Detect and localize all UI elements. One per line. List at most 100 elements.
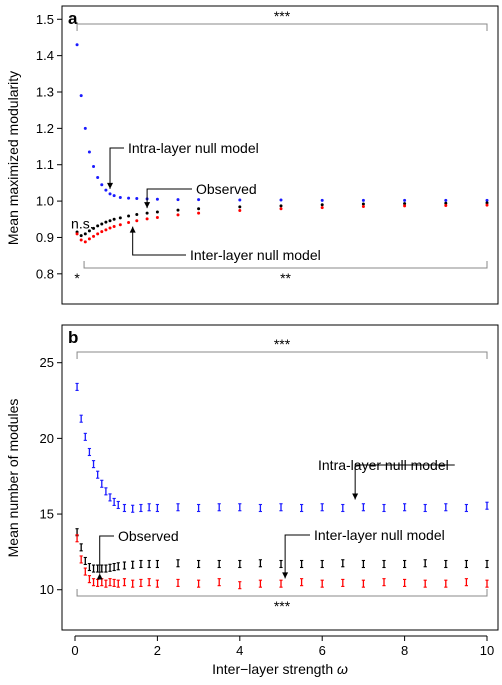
observed-point (176, 559, 180, 568)
top-bracket (76, 351, 488, 359)
intra-point (300, 503, 304, 513)
y-tick-label: 15 (40, 507, 54, 522)
observed-annotation: Observed (96, 528, 179, 580)
inter-point (361, 579, 365, 588)
intra-point (116, 500, 120, 510)
inter-point (464, 578, 468, 587)
inter-point (100, 230, 104, 234)
panel-a-frame (61, 5, 499, 305)
intra-point (382, 503, 386, 513)
inter-point (382, 578, 386, 587)
panel-b-observed-series (75, 528, 489, 573)
inter-point (75, 232, 79, 236)
intra-point (279, 503, 283, 512)
observed-point (361, 559, 365, 569)
observed-point (444, 201, 448, 205)
inter-point (104, 579, 108, 588)
bottom-significance-label: ** (280, 270, 291, 286)
panel-a-significance-brackets: ******n.s. (71, 8, 488, 286)
observed-point (444, 559, 448, 569)
intra-point (87, 447, 92, 457)
observed-annotation-label: Observed (118, 528, 179, 544)
inter-annotation: Inter-layer null model (129, 226, 321, 263)
x-tick-label: 2 (154, 643, 161, 658)
intra-point (361, 503, 365, 512)
intra-point (341, 503, 345, 513)
panel-a: a Mean maximized modularity 0.8 0.9 1.0 1.1… (5, 5, 499, 305)
inter-point (258, 579, 262, 588)
inter-point (135, 219, 139, 223)
observed-point (91, 564, 96, 573)
intra-point (96, 175, 100, 179)
x-axis: 0 2 4 6 8 10 (71, 635, 494, 658)
inter-annotation-label: Inter-layer null model (314, 527, 445, 543)
observed-point (341, 559, 345, 568)
panel-a-annotations: Intra-layer null model Observed Inter-laye… (107, 140, 321, 263)
inter-point (75, 534, 79, 543)
inter-point (139, 578, 143, 587)
observed-point (96, 224, 100, 228)
intra-point (279, 198, 283, 202)
intra-point (485, 198, 489, 202)
inter-point (320, 206, 324, 210)
inter-point (279, 207, 283, 211)
intra-point (104, 487, 108, 496)
y-tick-label: 1.2 (36, 121, 54, 136)
intra-point (91, 460, 96, 469)
inter-point (145, 217, 149, 221)
top-significance-label: *** (274, 8, 291, 24)
observed-point (147, 559, 151, 569)
intra-point (197, 503, 201, 513)
panel-a-letter: a (68, 9, 78, 28)
panel-b-y-axis: 10 15 20 25 (40, 355, 62, 597)
observed-point (320, 203, 324, 207)
intra-point (258, 503, 262, 513)
observed-point (83, 556, 87, 566)
observed-point (135, 213, 139, 217)
inter-point (485, 203, 489, 207)
intra-point (112, 497, 116, 506)
x-tick-label: 6 (319, 643, 326, 658)
inter-point (444, 579, 448, 588)
intra-point (92, 165, 96, 169)
observed-point (238, 205, 242, 209)
intra-point (361, 198, 365, 202)
intra-point (403, 198, 407, 202)
observed-point (118, 216, 122, 220)
intra-point (217, 503, 221, 512)
intra-point (112, 194, 116, 198)
intra-point (464, 503, 468, 513)
observed-point (258, 559, 262, 568)
intra-point (131, 504, 135, 513)
inter-point (197, 211, 201, 215)
observed-point (423, 559, 427, 568)
inter-point (238, 209, 242, 213)
observed-point (279, 204, 283, 208)
inter-point (104, 228, 108, 232)
y-tick-label: 25 (40, 355, 54, 370)
inter-point (423, 579, 427, 588)
intra-point (176, 198, 180, 202)
observed-point (127, 214, 131, 218)
observed-point (320, 559, 324, 569)
inter-point (403, 204, 407, 208)
y-tick-label: 1.1 (36, 157, 54, 172)
inter-point (361, 205, 365, 209)
intra-annotation: Intra-layer null model (107, 140, 259, 189)
inter-point (341, 578, 345, 587)
inter-point (91, 578, 96, 587)
inter-point (83, 567, 87, 576)
observed-point (382, 559, 386, 569)
panel-b-letter: b (68, 328, 78, 347)
inter-point (96, 232, 100, 236)
inter-point (112, 225, 116, 229)
intra-point (104, 188, 108, 192)
observed-point (122, 561, 127, 570)
observed-point (87, 229, 91, 233)
observed-point (361, 202, 365, 206)
panel-a-intra-series (75, 43, 489, 202)
observed-point (139, 559, 143, 569)
x-tick-label: 0 (71, 643, 78, 658)
observed-point (87, 562, 92, 572)
